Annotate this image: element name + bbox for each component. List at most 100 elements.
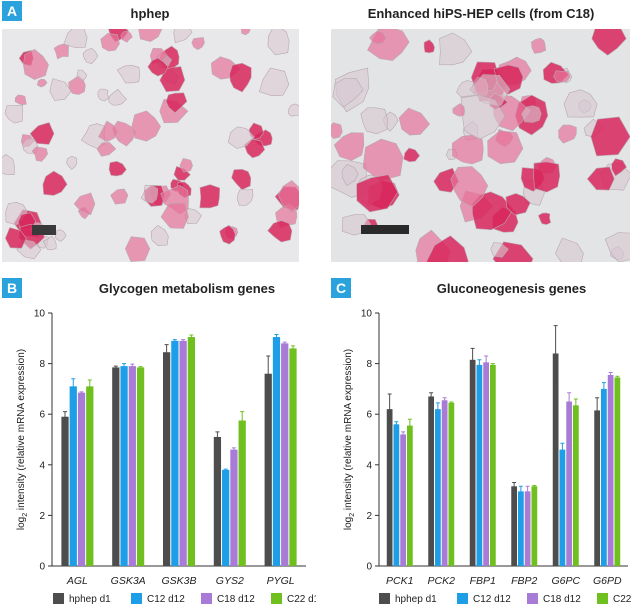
error-bar: [595, 397, 600, 424]
stained-cell: [590, 116, 630, 157]
error-bar: [490, 363, 495, 367]
bar: [393, 424, 400, 566]
stained-cell: [259, 67, 290, 97]
stained-cell: [100, 32, 120, 52]
stained-cell: [423, 39, 435, 54]
stained-cell: [537, 212, 552, 225]
stained-cell: [98, 120, 119, 143]
error-bar: [553, 325, 558, 382]
legend-label: hphep d1: [395, 594, 437, 605]
bar: [213, 436, 222, 566]
stained-cell: [243, 138, 266, 159]
stained-cell: [229, 62, 252, 93]
bar: [552, 353, 559, 566]
stained-cell: [433, 167, 459, 193]
bar: [601, 388, 607, 566]
stained-cell: [287, 103, 299, 117]
stained-cell: [124, 236, 151, 262]
y-tick-label: 10: [34, 309, 46, 320]
error-bar: [560, 442, 565, 457]
bar: [238, 420, 246, 566]
error-bar: [387, 393, 392, 425]
stained-cell: [277, 180, 299, 213]
stained-cell: [267, 220, 293, 243]
hips-hep-cell-image: [331, 29, 630, 262]
bar: [518, 491, 524, 566]
stained-cell: [553, 70, 571, 83]
bar: [441, 400, 448, 566]
category-label: GYS2: [216, 575, 244, 587]
bar: [128, 366, 136, 566]
bar: [428, 396, 435, 566]
error-bar: [113, 365, 118, 370]
stained-cell: [159, 66, 186, 93]
bar: [469, 359, 476, 566]
bar: [61, 416, 69, 566]
bar: [386, 409, 393, 566]
bar: [136, 367, 145, 566]
legend-label: C22 d12: [287, 594, 316, 605]
stained-cell: [231, 168, 252, 191]
bar: [86, 386, 94, 566]
error-bar: [407, 418, 412, 433]
stained-cell: [533, 161, 561, 193]
stained-cell: [362, 138, 404, 182]
bar: [112, 367, 120, 566]
stained-cell: [66, 155, 78, 170]
stained-cell: [179, 158, 193, 173]
hphep-micrograph: [2, 29, 299, 262]
stained-cell: [131, 110, 161, 142]
y-tick-label: 6: [39, 410, 45, 421]
legend-swatch: [597, 593, 608, 604]
stained-cell: [160, 202, 189, 229]
error-bar: [231, 447, 236, 452]
error-bar: [525, 485, 530, 497]
stained-cell: [96, 142, 117, 157]
error-bar: [223, 468, 228, 472]
error-bar: [470, 347, 475, 372]
stained-cell: [452, 103, 466, 117]
stained-cell: [23, 49, 49, 80]
bar: [524, 491, 531, 566]
hphep-cell-image: [2, 29, 299, 262]
stained-cell: [147, 57, 169, 77]
stained-cell: [333, 132, 365, 161]
stained-cell: [219, 225, 236, 245]
category-label: GSK3A: [111, 575, 146, 587]
bar: [230, 449, 238, 566]
error-bar: [130, 363, 135, 369]
error-bar: [240, 411, 245, 430]
stained-cell: [5, 227, 27, 249]
y-axis-label: log2 intensity (relative mRNA expression…: [343, 349, 356, 530]
category-label: AGL: [66, 575, 88, 587]
scale-bar: [32, 225, 56, 235]
stained-cell: [227, 126, 255, 149]
legend-label: C18 d12: [543, 594, 581, 605]
stained-cell: [49, 78, 72, 101]
legend-label: C18 d12: [217, 594, 255, 605]
legend-swatch: [53, 593, 64, 604]
stained-cell: [14, 94, 27, 105]
stained-cell: [531, 37, 547, 54]
stained-cell: [138, 29, 163, 42]
stained-cell: [398, 107, 431, 136]
error-bar: [189, 334, 194, 340]
stained-cell: [591, 29, 627, 56]
stained-cell: [558, 124, 577, 144]
category-label: PYGL: [267, 575, 295, 587]
error-bar: [401, 431, 406, 438]
bar: [566, 401, 572, 566]
y-tick-label: 2: [366, 511, 372, 522]
stained-cell: [116, 65, 141, 84]
stained-cell: [604, 232, 630, 262]
stained-cell: [191, 37, 205, 50]
stained-cell: [199, 184, 221, 209]
y-axis-label: log2 intensity (relative mRNA expression…: [16, 349, 29, 530]
stained-cell: [460, 94, 506, 140]
error-bar: [290, 345, 295, 352]
stained-cell: [97, 88, 109, 102]
legend-swatch: [131, 593, 142, 604]
legend-label: C22 d12: [613, 594, 632, 605]
stained-cell: [29, 122, 55, 145]
stained-cell: [505, 193, 531, 216]
